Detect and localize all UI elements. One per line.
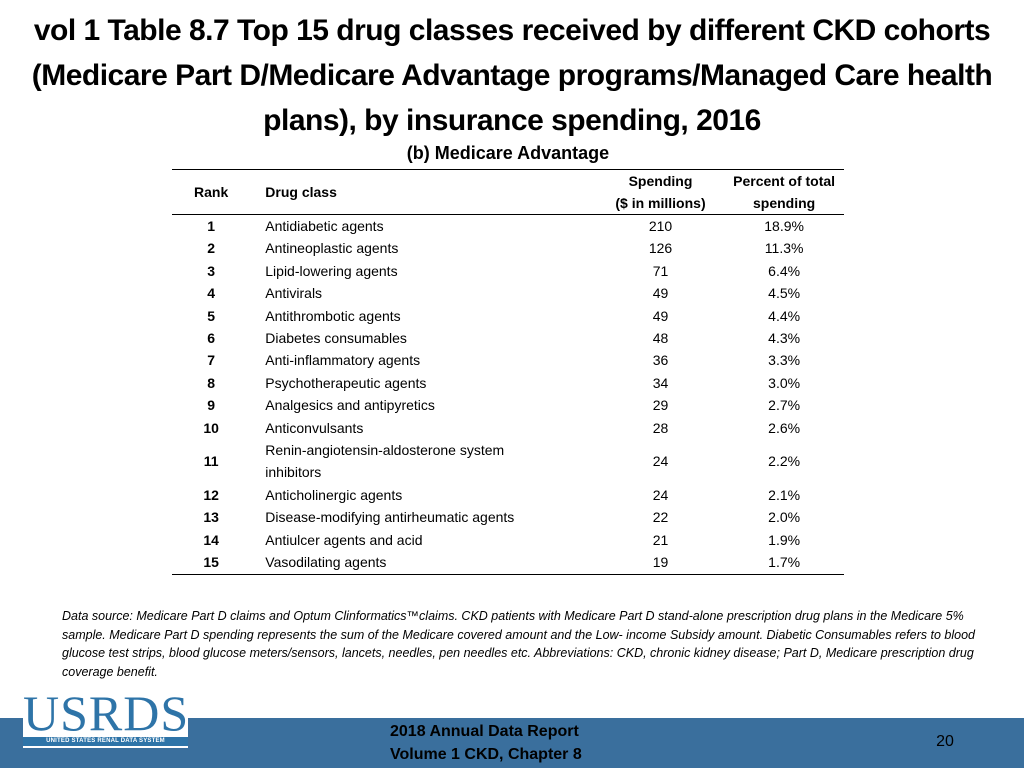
slide-title: vol 1 Table 8.7 Top 15 drug classes rece… (31, 14, 993, 137)
percent-cell: 1.7% (768, 554, 801, 571)
rank-cell: 9 (207, 397, 216, 414)
report-line2: Volume 1 CKD, Chapter 8 (390, 746, 582, 763)
table-header: Rank Drug class Spending ($ in millions)… (172, 169, 844, 215)
rank-cell: 4 (207, 285, 216, 302)
rank-cell: 10 (203, 419, 219, 436)
spending-cell: 71 (652, 262, 669, 279)
table-row: 11 Renin-angiotensin-aldosterone system in… (172, 439, 844, 484)
header-percent-line1: Percent of total (733, 173, 836, 189)
rank-cell: 13 (203, 509, 219, 526)
drug-class-table: Rank Drug class Spending ($ in millions)… (172, 169, 844, 575)
rank-cell: 14 (203, 531, 219, 548)
spending-cell: 49 (652, 307, 669, 324)
rank-cell: 8 (207, 374, 216, 391)
rank-cell: 11 (203, 453, 219, 470)
spending-cell: 29 (652, 397, 669, 414)
drug-class-line1: Renin-angiotensin-aldosterone system (265, 442, 505, 459)
spending-cell: 210 (648, 218, 673, 234)
percent-cell: 2.7% (768, 397, 801, 414)
header-drug-class: Drug class (265, 184, 337, 200)
drug-class-cell: Vasodilating agents (265, 554, 387, 571)
drug-class-cell: Antineoplastic agents (265, 240, 399, 257)
header-percent: Percent of total spending (724, 170, 844, 215)
spending-cell: 28 (652, 419, 669, 436)
table-row: 7 Anti-inflammatory agents 36 3.3% (172, 349, 844, 371)
drug-class-cell: Disease-modifying antirheumatic agents (265, 509, 515, 526)
drug-class-line2: inhibitors (265, 464, 322, 481)
percent-cell: 11.3% (764, 240, 804, 257)
header-rank: Rank (194, 184, 229, 200)
drug-class-cell: Diabetes consumables (265, 330, 407, 347)
table-row: 9 Analgesics and antipyretics 29 2.7% (172, 394, 844, 416)
page-number: 20 (936, 733, 954, 750)
table-row: 10 Anticonvulsants 28 2.6% (172, 417, 844, 439)
table-row: 14 Antiulcer agents and acid 21 1.9% (172, 529, 844, 551)
logo-text: USRDS (23, 685, 190, 741)
header-spending-line1: Spending (628, 173, 693, 189)
rank-cell: 1 (207, 218, 216, 234)
drug-class-cell: Antithrombotic agents (265, 307, 401, 324)
table-row: 2 Antineoplastic agents 126 11.3% (172, 237, 844, 259)
percent-cell: 2.0% (768, 509, 801, 526)
table-row: 1 Antidiabetic agents 210 18.9% (172, 215, 844, 238)
drug-class-cell: Anticonvulsants (265, 419, 364, 436)
logo-subtext: UNITED STATES RENAL DATA SYSTEM (23, 737, 188, 746)
table-row: 3 Lipid-lowering agents 71 6.4% (172, 260, 844, 282)
header-spending: Spending ($ in millions) (597, 170, 724, 215)
data-source-footnote: Data source: Medicare Part D claims and … (62, 609, 975, 679)
table-subtitle: (b) Medicare Advantage (406, 143, 610, 163)
rank-cell: 2 (207, 240, 216, 257)
rank-cell: 3 (207, 262, 216, 279)
spending-cell: 19 (652, 554, 669, 571)
percent-cell: 3.3% (768, 352, 801, 369)
percent-cell: 4.3% (768, 330, 801, 347)
rank-cell: 6 (207, 330, 216, 347)
percent-cell: 2.2% (768, 453, 801, 470)
header-spending-line2: ($ in millions) (615, 195, 706, 211)
spending-cell: 21 (652, 531, 669, 548)
table-row: 12 Anticholinergic agents 24 2.1% (172, 484, 844, 506)
drug-class-cell: Anti-inflammatory agents (265, 352, 421, 369)
table-body: 1 Antidiabetic agents 210 18.9% 2 Antineoplas… (172, 215, 844, 574)
spending-cell: 36 (652, 352, 669, 369)
spending-cell: 22 (652, 509, 669, 526)
table-row: 13 Disease-modifying antirheumatic agents… (172, 506, 844, 528)
rank-cell: 12 (203, 486, 219, 503)
table-row: 15 Vasodilating agents 19 1.7% (172, 551, 844, 574)
percent-cell: 2.6% (768, 419, 801, 436)
report-line1: 2018 Annual Data Report (390, 723, 579, 740)
table-row: 4 Antivirals 49 4.5% (172, 282, 844, 304)
table-row: 5 Antithrombotic agents 49 4.4% (172, 305, 844, 327)
drug-class-cell: Analgesics and antipyretics (265, 397, 435, 414)
drug-class-cell: Renin-angiotensin-aldosterone system inhi… (250, 439, 596, 484)
percent-cell: 2.1% (768, 486, 801, 503)
table-row: 6 Diabetes consumables 48 4.3% (172, 327, 844, 349)
percent-cell: 18.9% (764, 218, 804, 234)
spending-cell: 24 (652, 453, 669, 470)
spending-cell: 24 (652, 486, 669, 503)
percent-cell: 1.9% (768, 531, 801, 548)
drug-class-cell: Psychotherapeutic agents (265, 374, 427, 391)
percent-cell: 4.5% (768, 285, 801, 302)
drug-class-cell: Antidiabetic agents (265, 218, 384, 234)
drug-class-cell: Antivirals (265, 285, 323, 302)
report-info: 2018 Annual Data Report Volume 1 CKD, Ch… (390, 720, 650, 766)
rank-cell: 7 (207, 352, 216, 369)
spending-cell: 126 (648, 240, 673, 257)
spending-cell: 48 (652, 330, 669, 347)
drug-class-cell: Lipid-lowering agents (265, 262, 398, 279)
rank-cell: 5 (207, 307, 216, 324)
drug-class-cell: Anticholinergic agents (265, 486, 403, 503)
percent-cell: 6.4% (768, 262, 801, 279)
percent-cell: 4.4% (768, 307, 801, 324)
rank-cell: 15 (203, 554, 219, 571)
spending-cell: 49 (652, 285, 669, 302)
percent-cell: 3.0% (768, 374, 801, 391)
table-row: 8 Psychotherapeutic agents 34 3.0% (172, 372, 844, 394)
usrds-logo: USRDS UNITED STATES RENAL DATA SYSTEM (23, 685, 190, 748)
spending-cell: 34 (652, 374, 669, 391)
drug-class-cell: Antiulcer agents and acid (265, 531, 423, 548)
header-percent-line2: spending (753, 195, 816, 211)
